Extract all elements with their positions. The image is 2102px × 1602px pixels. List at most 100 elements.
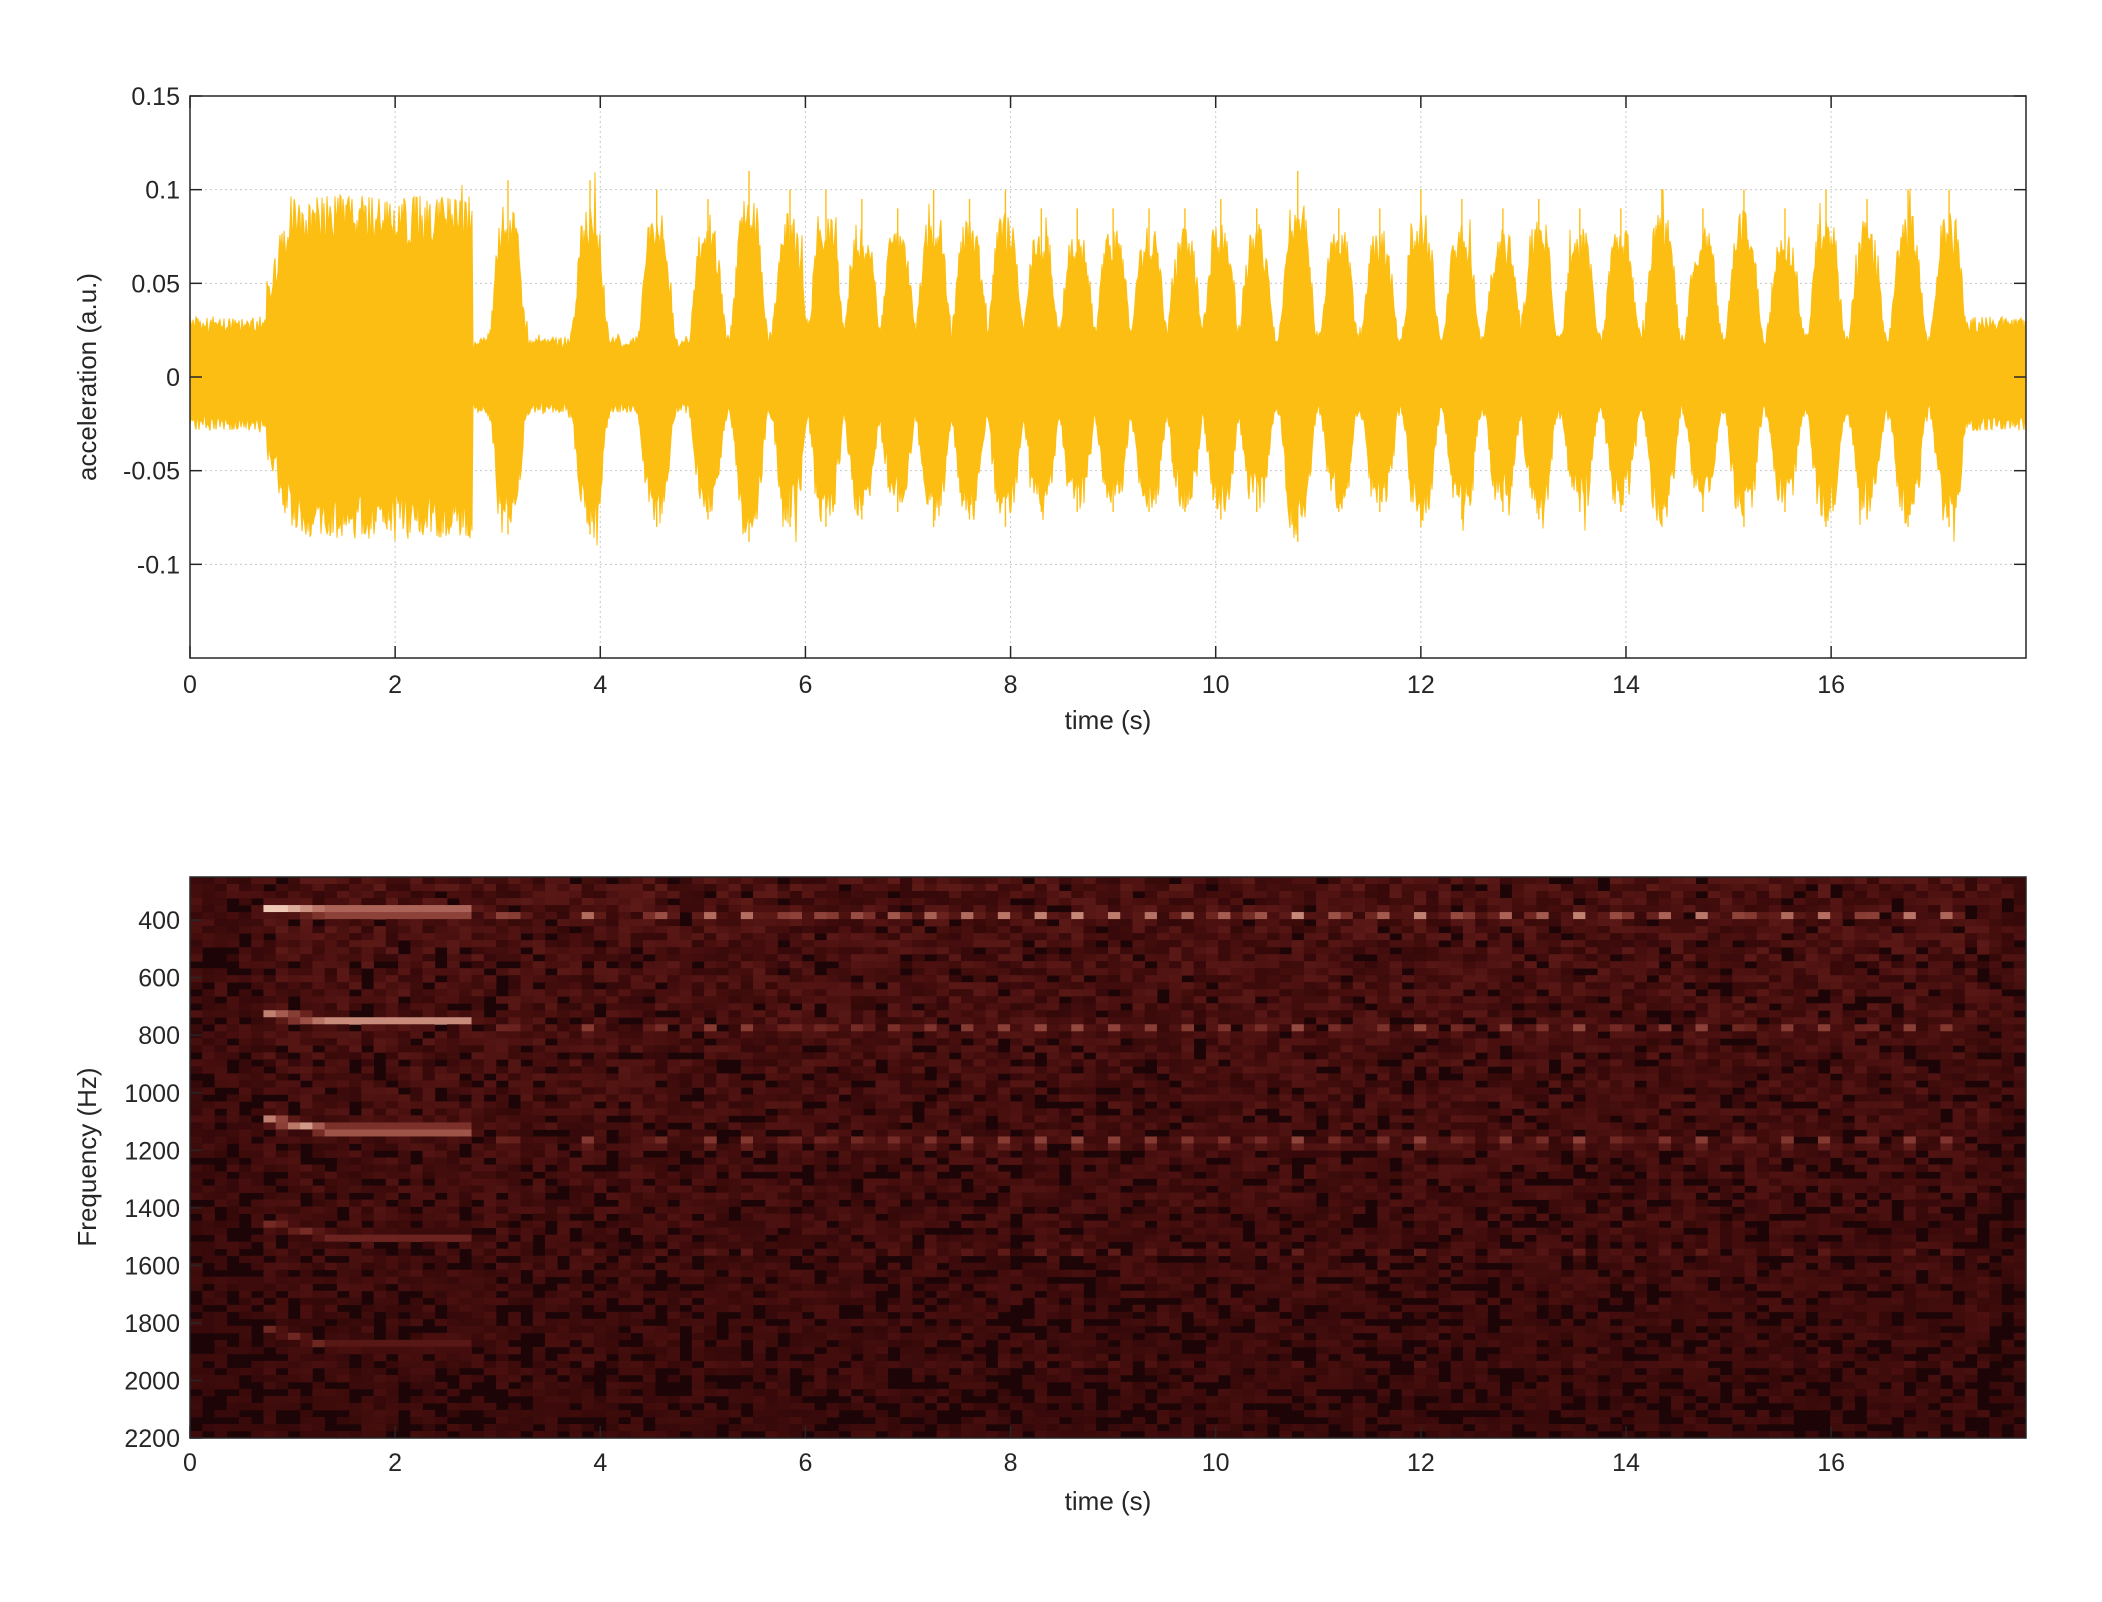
spectrogram-cell bbox=[1010, 1080, 1023, 1088]
spectrogram-cell bbox=[765, 1388, 778, 1397]
spectrogram-cell bbox=[238, 1416, 252, 1425]
spectrogram-cell bbox=[238, 926, 252, 934]
spectrogram-cell bbox=[1022, 1087, 1035, 1095]
spectrogram-cell bbox=[300, 1332, 313, 1341]
spectrogram-cell bbox=[997, 1360, 1011, 1369]
spectrogram-cell bbox=[679, 1234, 693, 1243]
spectrogram-cell bbox=[789, 975, 803, 983]
spectrogram-cell bbox=[361, 1409, 374, 1418]
spectrogram-cell bbox=[1059, 968, 1072, 976]
spectrogram-cell bbox=[1046, 1409, 1060, 1418]
spectrogram-cell bbox=[1022, 891, 1035, 899]
spectrogram-cell bbox=[238, 1241, 252, 1250]
spectrogram-cell bbox=[606, 1388, 619, 1397]
spectrogram-cell bbox=[251, 1052, 264, 1060]
spectrogram-cell bbox=[655, 1115, 668, 1123]
spectrogram-cell bbox=[936, 1122, 950, 1130]
spectrogram-cell bbox=[630, 1101, 644, 1109]
spectrogram-cell bbox=[1046, 1255, 1060, 1264]
spectrogram-cell bbox=[973, 1360, 986, 1369]
spectrogram-cell bbox=[263, 1122, 277, 1130]
spectrogram-cell bbox=[190, 933, 203, 941]
spectrogram-cell bbox=[287, 1353, 301, 1362]
spectrogram-cell bbox=[985, 996, 999, 1004]
spectrogram-cell bbox=[826, 1311, 840, 1320]
spectrogram-cell bbox=[1083, 1388, 1097, 1397]
spectrogram-cell bbox=[704, 1353, 717, 1362]
spectrogram-cell bbox=[1046, 1157, 1060, 1165]
spectrogram-cell bbox=[973, 1101, 986, 1109]
spectrogram-cell bbox=[1034, 1416, 1048, 1425]
spectrogram-cell bbox=[802, 1108, 815, 1116]
spectrogram-cell bbox=[361, 933, 374, 941]
spectrogram-cell bbox=[826, 1143, 840, 1151]
spectrogram-cell bbox=[875, 1346, 889, 1355]
spectrogram-cell bbox=[569, 1318, 583, 1327]
spectrogram-cell bbox=[385, 905, 399, 913]
spectrogram-cell bbox=[948, 1122, 962, 1130]
spectrogram-cell bbox=[385, 1122, 399, 1130]
spectrogram-cell bbox=[765, 898, 778, 906]
spectrogram-cell bbox=[410, 1227, 423, 1236]
spectrogram-cell bbox=[777, 1409, 791, 1418]
spectrogram-cell bbox=[385, 1220, 399, 1229]
spectrogram-cell bbox=[691, 1059, 705, 1067]
spectrogram-cell bbox=[1083, 1227, 1097, 1236]
spectrogram-cell bbox=[263, 954, 277, 962]
spectrogram-cell bbox=[202, 1122, 215, 1130]
spectrogram-cell bbox=[704, 1416, 717, 1425]
spectrogram-cell bbox=[373, 1080, 387, 1088]
spectrogram-cell bbox=[238, 1339, 252, 1348]
spectrogram-cell bbox=[324, 1101, 338, 1109]
spectrogram-cell bbox=[532, 1304, 546, 1313]
spectrogram-cell bbox=[287, 940, 301, 948]
spectrogram-cell bbox=[740, 1052, 754, 1060]
spectrogram-cell bbox=[814, 1262, 827, 1271]
spectrogram-cell bbox=[655, 1346, 668, 1355]
spectrogram-cell bbox=[606, 919, 619, 927]
spectrogram-cell bbox=[936, 912, 950, 920]
spectrogram-cell bbox=[226, 1052, 240, 1060]
spectrogram-cell bbox=[324, 912, 338, 920]
spectrogram-cell bbox=[373, 891, 387, 899]
spectrogram-cell bbox=[263, 1325, 277, 1334]
spectrogram-cell bbox=[569, 1171, 583, 1179]
spectrogram-cell bbox=[214, 898, 228, 906]
spectrogram-cell bbox=[924, 891, 938, 899]
spectrogram-cell bbox=[275, 1052, 289, 1060]
spectrogram-cell bbox=[385, 926, 399, 934]
spectrogram-cell bbox=[263, 1038, 277, 1046]
spectrogram-cell bbox=[202, 1115, 215, 1123]
spectrogram-cell bbox=[777, 933, 791, 941]
spectrogram-cell bbox=[471, 1290, 485, 1299]
spectrogram-cell bbox=[936, 1031, 950, 1039]
spectrogram-cell bbox=[581, 1178, 595, 1186]
spectrogram-cell bbox=[361, 1255, 374, 1264]
spectrogram-cell bbox=[826, 919, 840, 927]
spectrogram-cell bbox=[753, 1059, 766, 1067]
spectrogram-cell bbox=[924, 1178, 938, 1186]
spectrogram-cell bbox=[361, 1136, 374, 1144]
spectrogram-cell bbox=[1059, 1311, 1072, 1320]
spectrogram-cell bbox=[777, 926, 791, 934]
spectrogram-cell bbox=[875, 1185, 889, 1193]
spectrogram-cell bbox=[704, 1381, 717, 1390]
spectrogram-cell bbox=[679, 1199, 693, 1207]
spectrogram-cell bbox=[300, 1178, 313, 1186]
spectrogram-cell bbox=[422, 1227, 436, 1236]
spectrogram-cell bbox=[398, 891, 411, 899]
spectrogram-cell bbox=[508, 1374, 521, 1383]
spectrogram-cell bbox=[740, 1241, 754, 1250]
spectrogram-cell bbox=[471, 1122, 485, 1130]
spectrogram-cell bbox=[496, 1185, 509, 1193]
spectrogram-cell bbox=[948, 1073, 962, 1081]
spectrogram-cell bbox=[887, 919, 901, 927]
spectrogram-cell bbox=[385, 877, 399, 885]
spectrogram-cell bbox=[385, 1269, 399, 1278]
spectrogram-cell bbox=[422, 1003, 436, 1011]
spectrogram-cell bbox=[606, 1045, 619, 1053]
spectrogram-cell bbox=[985, 1255, 999, 1264]
spectrogram-cell bbox=[997, 926, 1011, 934]
spectrogram-cell bbox=[275, 1255, 289, 1264]
spectrogram-cell bbox=[1083, 1416, 1097, 1425]
